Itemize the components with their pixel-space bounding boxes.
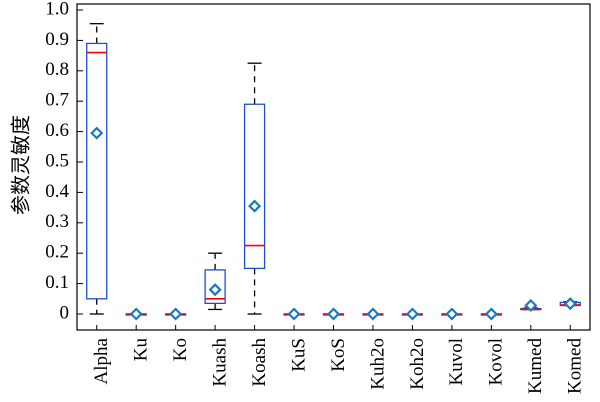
x-tick-label: Koh2o (407, 338, 428, 390)
x-tick-label: KuS (288, 338, 309, 372)
mean-marker (287, 307, 301, 321)
mean-marker (208, 283, 222, 297)
mean-marker (366, 307, 380, 321)
mean-marker (90, 126, 104, 140)
mean-marker (524, 298, 538, 313)
x-tick-label: Kuh2o (367, 338, 388, 390)
y-tick-label: 0.8 (45, 59, 69, 80)
plot-area: 0 0.1 0.2 0.3 0.4 0.5 0.6 0.7 0.8 0.9 1.0 Alpha Ku Ko… (45, 0, 591, 394)
x-tick-label: Koash (249, 338, 270, 387)
mean-marker (129, 307, 143, 321)
x-tick-label: Ko (170, 338, 191, 361)
mean-marker (484, 307, 498, 321)
axes-frame (76, 3, 591, 331)
y-tick-label: 0.5 (45, 150, 69, 171)
y-tick-label: 0.3 (45, 211, 69, 232)
mean-marker (563, 297, 577, 311)
y-tick-label: 0 (60, 302, 70, 323)
y-tick-label: 0.7 (45, 90, 69, 111)
y-axis-title: 参数灵敏度 (9, 115, 33, 215)
y-tick-label: 0.4 (45, 181, 69, 202)
mean-marker (445, 307, 459, 321)
x-tick-label: Kovol (486, 338, 507, 386)
x-tick-label: Kuash (209, 338, 230, 387)
y-tick-label: 0.2 (45, 242, 69, 263)
x-tick-label: Kumed (525, 338, 546, 394)
y-tick-label: 0.9 (45, 29, 69, 50)
mean-marker (326, 307, 341, 321)
x-tick-label: KoS (328, 338, 349, 372)
y-tick-label: 1.0 (45, 0, 69, 19)
y-tick-label: 0.1 (45, 272, 69, 293)
x-tick-label: Komed (565, 338, 586, 394)
mean-marker (405, 307, 419, 321)
mean-marker (248, 199, 262, 213)
x-tick-label: Ku (131, 338, 152, 362)
mean-marker (169, 307, 183, 321)
box-Alpha (86, 42, 108, 300)
x-tick-label: Alpha (91, 337, 112, 384)
y-tick-label: 0.6 (45, 120, 69, 141)
box-Kuash (204, 269, 226, 305)
box-Koash (243, 103, 266, 270)
x-tick-label: Kuvol (446, 338, 467, 386)
